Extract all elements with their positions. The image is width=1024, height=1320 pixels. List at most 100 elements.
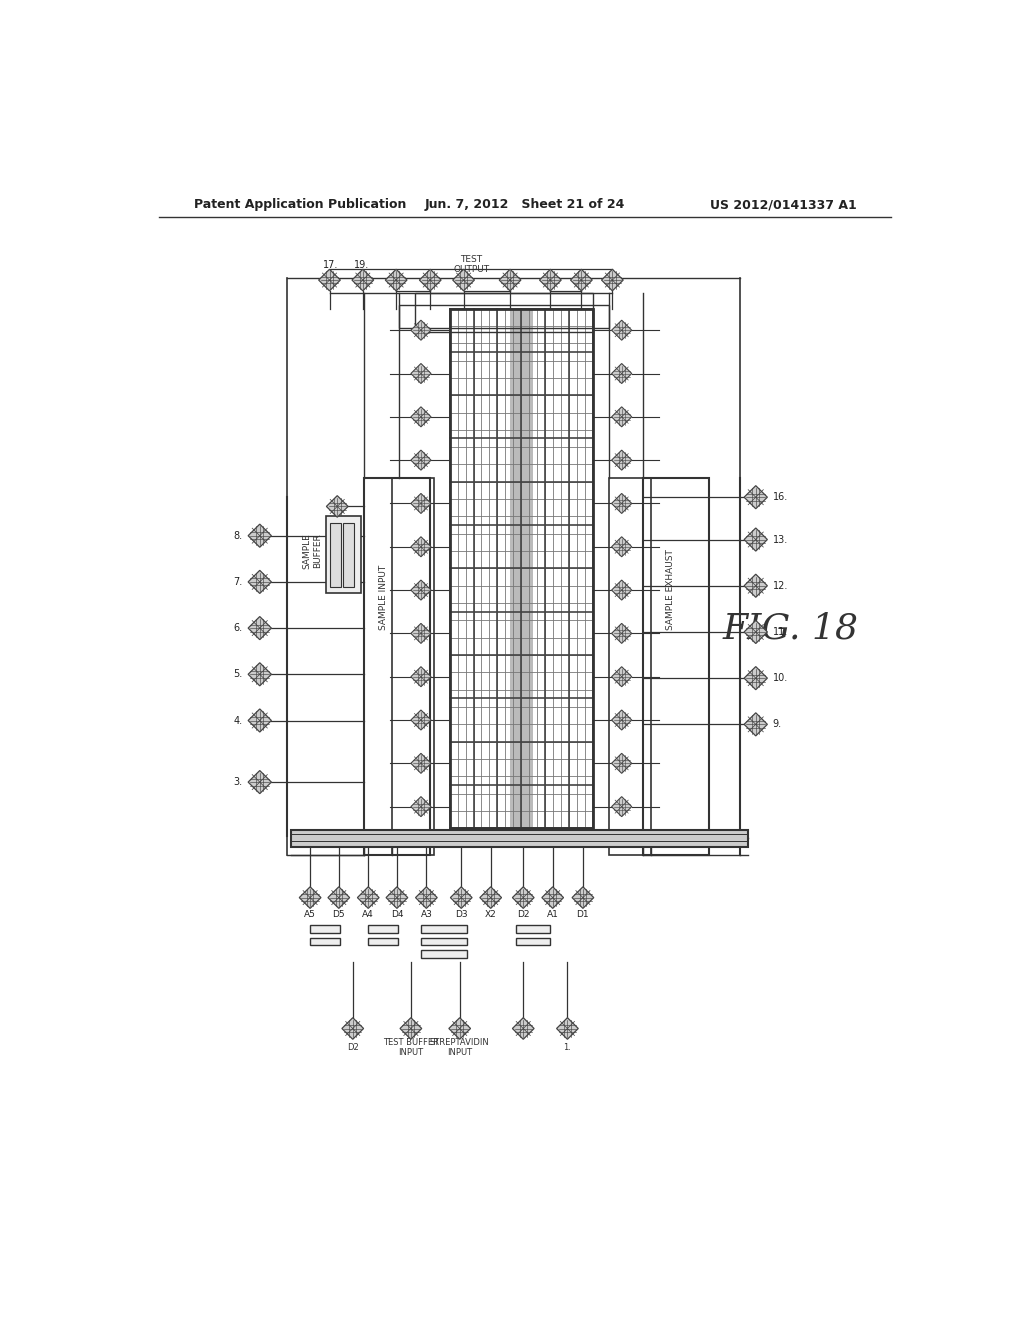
Text: 7.: 7. (233, 577, 243, 587)
Text: FIG. 18: FIG. 18 (723, 611, 859, 645)
Polygon shape (453, 269, 474, 290)
Polygon shape (611, 797, 632, 817)
Bar (291, 830, 748, 847)
Polygon shape (480, 887, 502, 908)
Polygon shape (411, 579, 431, 601)
Polygon shape (411, 363, 431, 384)
Polygon shape (611, 537, 632, 557)
Bar (365, 478, 430, 855)
Text: D2: D2 (347, 1043, 358, 1052)
Bar (330, 523, 341, 587)
Polygon shape (248, 616, 271, 640)
Text: Jun. 7, 2012   Sheet 21 of 24: Jun. 7, 2012 Sheet 21 of 24 (425, 198, 625, 211)
Polygon shape (411, 797, 431, 817)
Polygon shape (248, 524, 271, 548)
Text: 17.: 17. (323, 260, 338, 269)
Polygon shape (611, 321, 632, 341)
Text: A3: A3 (421, 909, 432, 919)
Bar (515, 937, 550, 945)
Text: TEST BUFFER
INPUT: TEST BUFFER INPUT (383, 1038, 439, 1057)
Polygon shape (328, 887, 349, 908)
Polygon shape (512, 887, 535, 908)
Text: Patent Application Publication: Patent Application Publication (194, 198, 407, 211)
Text: STREPTAVIDIN
INPUT: STREPTAVIDIN INPUT (430, 1038, 489, 1057)
Text: D4: D4 (391, 909, 403, 919)
Polygon shape (357, 887, 379, 908)
Polygon shape (420, 269, 441, 290)
Text: 10.: 10. (773, 673, 788, 684)
Text: A4: A4 (362, 909, 374, 919)
Polygon shape (411, 537, 431, 557)
Polygon shape (451, 887, 472, 908)
Text: TEST
OUTPUT: TEST OUTPUT (454, 255, 489, 275)
Text: 5.: 5. (233, 669, 243, 680)
Bar (643, 478, 710, 855)
Polygon shape (500, 269, 521, 290)
Text: SAMPLE INPUT: SAMPLE INPUT (379, 565, 388, 630)
Polygon shape (744, 713, 767, 737)
Text: 11.: 11. (773, 627, 788, 638)
Polygon shape (611, 710, 632, 730)
Text: 6.: 6. (233, 623, 243, 634)
Text: 9.: 9. (773, 719, 782, 730)
Polygon shape (411, 710, 431, 730)
Polygon shape (611, 407, 632, 426)
Bar (421, 925, 467, 933)
Bar (515, 925, 550, 933)
Text: X2: X2 (484, 909, 497, 919)
Polygon shape (411, 754, 431, 774)
Polygon shape (416, 887, 437, 908)
Bar (399, 305, 608, 327)
Polygon shape (411, 321, 431, 341)
Polygon shape (342, 1018, 364, 1039)
Polygon shape (400, 1018, 422, 1039)
Polygon shape (318, 269, 340, 290)
Polygon shape (411, 623, 431, 643)
Polygon shape (248, 570, 271, 594)
Polygon shape (744, 667, 767, 689)
Text: 12.: 12. (773, 581, 788, 591)
Text: 19.: 19. (354, 260, 370, 269)
Polygon shape (327, 496, 348, 517)
Polygon shape (601, 269, 624, 290)
Bar (450, 309, 593, 829)
Polygon shape (570, 269, 592, 290)
Polygon shape (572, 887, 594, 908)
Polygon shape (512, 1018, 535, 1039)
Polygon shape (744, 528, 767, 552)
Bar (310, 925, 340, 933)
Polygon shape (744, 574, 767, 597)
Polygon shape (352, 269, 374, 290)
Polygon shape (611, 579, 632, 601)
Polygon shape (385, 269, 407, 290)
Bar (421, 950, 467, 958)
Text: 4.: 4. (233, 715, 243, 726)
Bar (421, 937, 467, 945)
Polygon shape (540, 269, 561, 290)
Polygon shape (557, 1018, 579, 1039)
Bar (369, 937, 398, 945)
Text: 8.: 8. (233, 531, 243, 541)
Polygon shape (411, 450, 431, 470)
Text: 13.: 13. (773, 535, 788, 545)
Bar (369, 925, 398, 933)
Polygon shape (611, 450, 632, 470)
Polygon shape (611, 667, 632, 686)
Text: 1.: 1. (563, 1043, 571, 1052)
Bar (415, 293, 593, 331)
Text: SAMPLE EXHAUST: SAMPLE EXHAUST (666, 549, 675, 630)
Text: SAMPLE
BUFFER: SAMPLE BUFFER (303, 533, 323, 569)
Polygon shape (248, 771, 271, 793)
Text: 3.: 3. (233, 777, 243, 787)
Polygon shape (386, 887, 408, 908)
Text: D5: D5 (333, 909, 345, 919)
Polygon shape (248, 663, 271, 686)
Bar (343, 523, 354, 587)
Text: D2: D2 (517, 909, 529, 919)
Polygon shape (744, 486, 767, 508)
Text: 16.: 16. (773, 492, 788, 502)
Polygon shape (411, 407, 431, 426)
Polygon shape (449, 1018, 471, 1039)
Polygon shape (411, 494, 431, 513)
Polygon shape (744, 620, 767, 644)
